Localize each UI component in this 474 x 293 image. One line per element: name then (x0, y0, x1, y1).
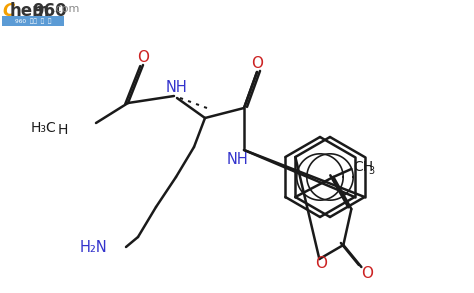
Text: H₃C: H₃C (30, 121, 56, 135)
Text: .com: .com (53, 4, 81, 14)
Text: H₂N: H₂N (79, 239, 107, 255)
Text: NH: NH (166, 81, 188, 96)
Text: O: O (137, 50, 149, 66)
Text: 3: 3 (368, 166, 374, 176)
Text: H: H (58, 123, 68, 137)
Text: hem: hem (10, 2, 51, 20)
Text: C: C (2, 2, 14, 20)
Text: O: O (315, 255, 328, 270)
Text: NH: NH (227, 151, 249, 166)
Text: O: O (251, 55, 263, 71)
Text: O: O (361, 267, 374, 282)
Text: CH: CH (353, 160, 374, 174)
Bar (2, 16, 64, 26)
Text: 960: 960 (32, 2, 67, 20)
Text: 960  化工  工  品: 960 化工 工 品 (15, 18, 51, 24)
